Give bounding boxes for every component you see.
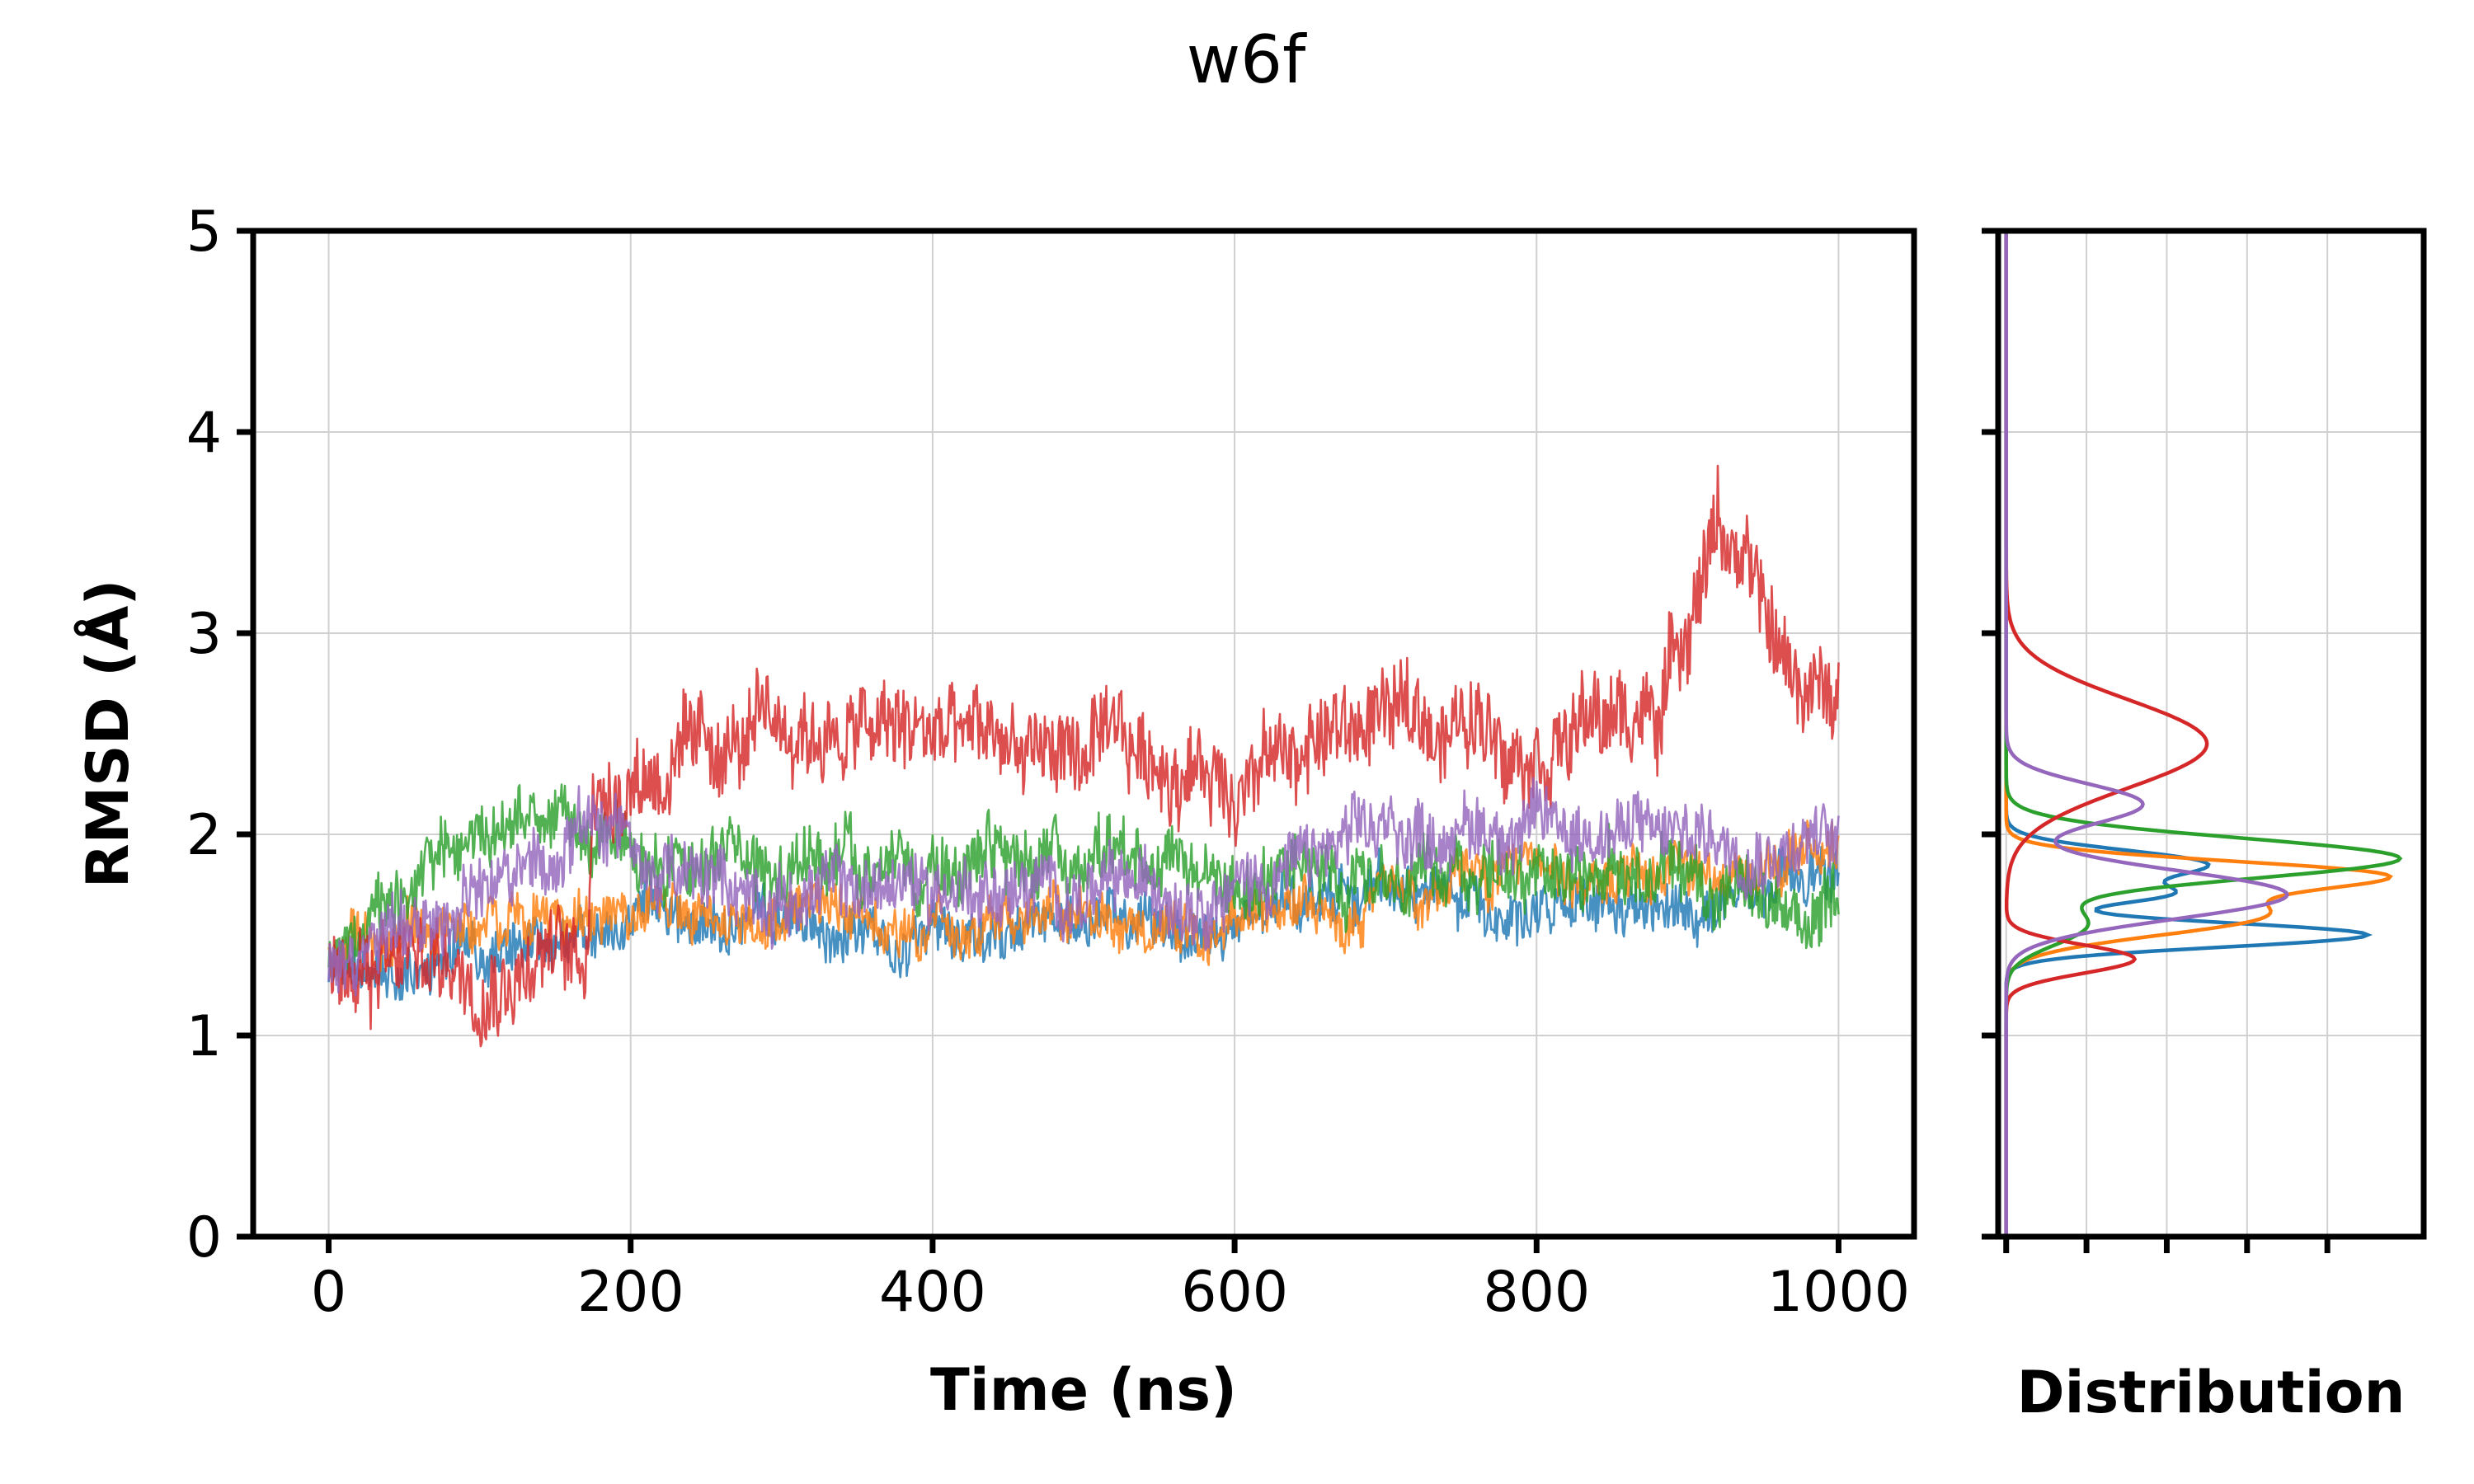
x-tick-label: 400 [879, 1260, 986, 1325]
distribution-grid [1998, 230, 2424, 1237]
main-ticks: 0 200 400 600 800 1000 0 1 2 3 4 5 [186, 200, 1910, 1325]
main-plot-frame [250, 228, 1917, 1240]
distribution-series-group [2004, 231, 2403, 1237]
distribution-axis-label: Distribution [2016, 1359, 2405, 1426]
distribution-curve [2004, 231, 2290, 1237]
figure-title: w6f [1187, 21, 1307, 98]
y-tick-label: 1 [186, 1004, 222, 1069]
y-tick-label: 3 [186, 602, 222, 667]
x-tick-label: 0 [311, 1260, 346, 1325]
distribution-ticks [1982, 228, 2331, 1253]
x-tick-label: 600 [1181, 1260, 1288, 1325]
x-tick-label: 200 [577, 1260, 684, 1325]
x-tick-label: 800 [1483, 1260, 1590, 1325]
distribution-curve [2004, 231, 2373, 1237]
y-tick-label: 0 [186, 1205, 222, 1270]
rmsd-time-series-panel: 0 200 400 600 800 1000 0 1 2 3 4 5 Time (ns) RMSD (… [74, 200, 1917, 1424]
main-series-group [327, 464, 1840, 1048]
rmsd-series-line [328, 464, 1840, 1048]
y-tick-label: 4 [186, 401, 222, 466]
y-tick-label: 2 [186, 803, 222, 868]
distribution-plot-frame [1995, 228, 2427, 1240]
distribution-curve [2004, 231, 2209, 1237]
distribution-curve [2004, 231, 2393, 1237]
y-tick-label: 5 [186, 200, 222, 265]
y-axis-label: RMSD (Å) [74, 580, 142, 889]
distribution-panel: Distribution [1982, 228, 2427, 1426]
x-axis-label: Time (ns) [930, 1356, 1237, 1424]
main-grid [253, 230, 1914, 1237]
x-tick-label: 1000 [1767, 1260, 1910, 1325]
rmsd-series-line [327, 777, 1840, 997]
